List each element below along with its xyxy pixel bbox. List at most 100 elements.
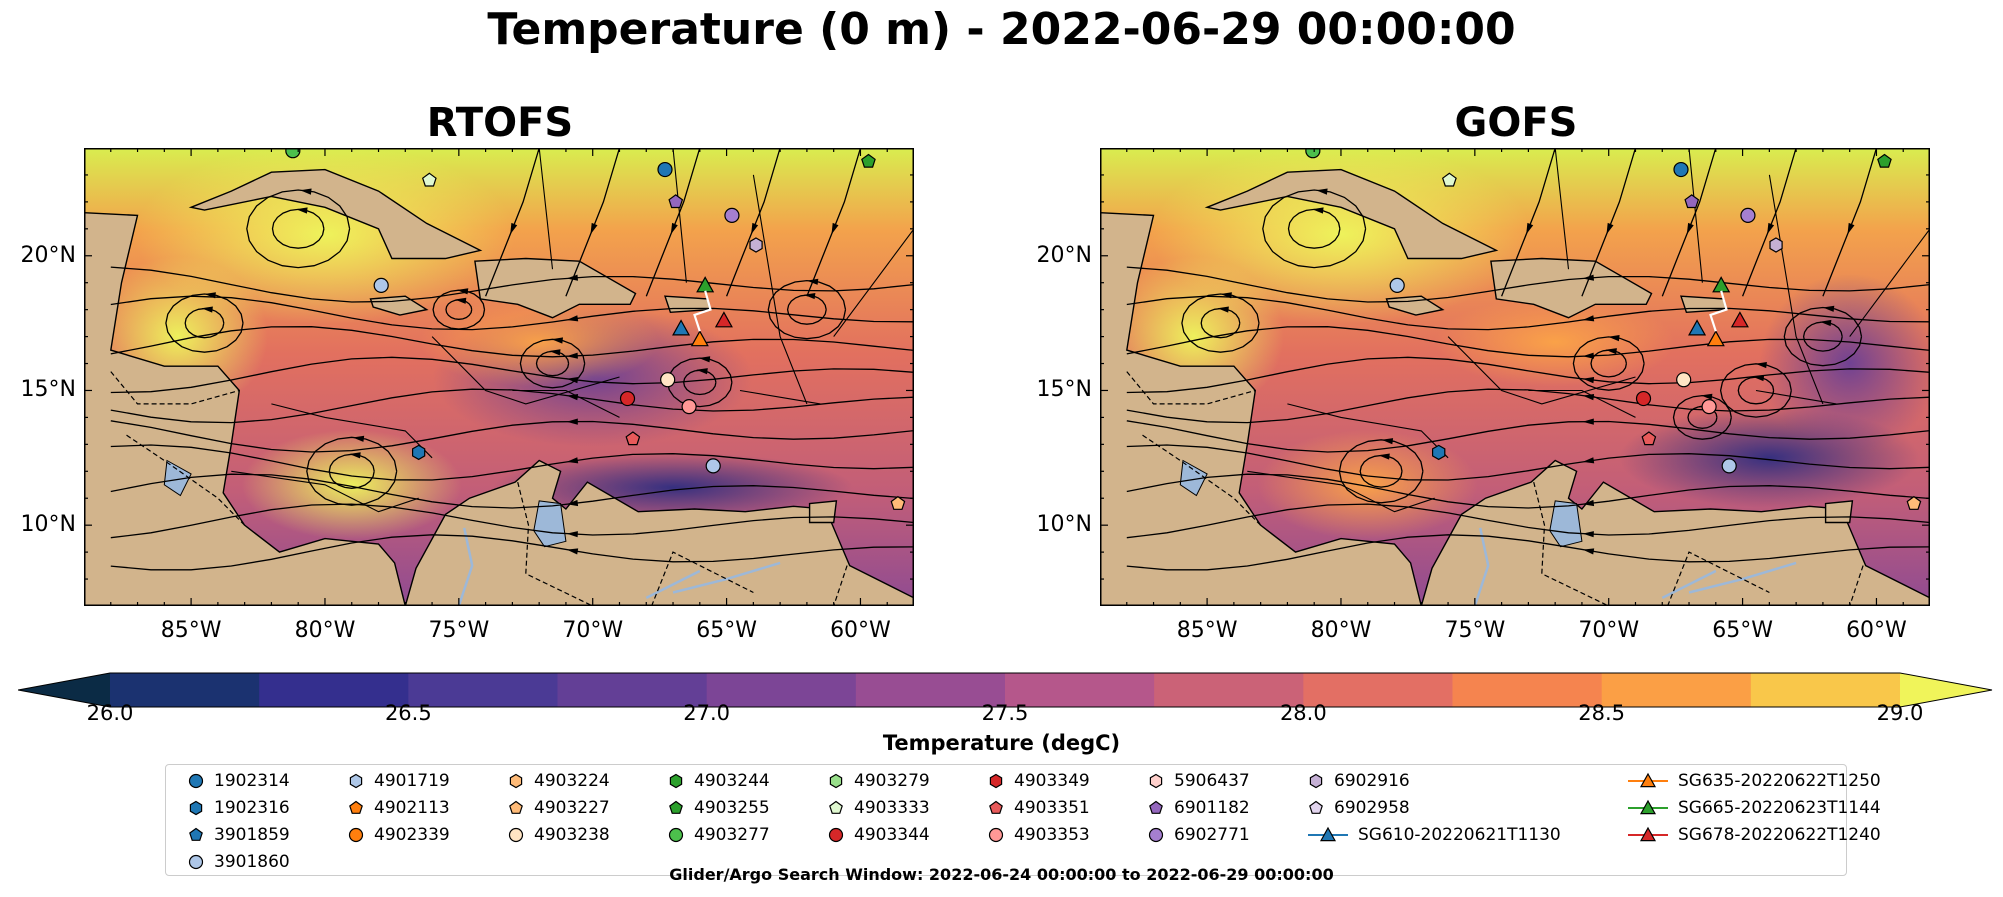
- float-marker: [657, 161, 673, 178]
- float-marker: [1740, 207, 1756, 223]
- legend-item: 4901719: [346, 771, 450, 791]
- float-marker: [373, 277, 389, 293]
- colorbar-segment: [1452, 673, 1603, 707]
- colorbar-tick-label: 26.0: [86, 701, 134, 725]
- legend-label: 6902916: [1334, 771, 1410, 791]
- legend-marker-icon: [189, 827, 203, 841]
- float-marker: [1877, 153, 1892, 168]
- float-marker: [1906, 495, 1922, 510]
- legend-marker-icon: [348, 827, 364, 843]
- legend-label: 4903277: [694, 825, 770, 845]
- legend-item: 4903353: [986, 825, 1090, 845]
- legend-item: 4903224: [506, 771, 610, 791]
- legend-marker-icon: [188, 854, 204, 870]
- legend-marker-icon: [509, 773, 523, 789]
- legend-item: 6901182: [1146, 798, 1250, 818]
- colorbar-segment: [408, 673, 558, 707]
- legend-marker-icon: [189, 800, 203, 816]
- lon-tick-label: 75°W: [1444, 618, 1506, 643]
- lat-tick-label: 15°N: [20, 377, 76, 403]
- legend-marker-icon: [669, 800, 683, 814]
- colorbar-segment: [855, 673, 1006, 707]
- legend-label: 4903255: [694, 798, 770, 818]
- legend-label: SG665-20220623T1144: [1678, 798, 1881, 818]
- float-marker: [1441, 172, 1457, 187]
- lat-tick-label: 10°N: [1036, 512, 1092, 538]
- float-marker: [1673, 161, 1689, 178]
- colorbar-tick-label: 29.0: [1876, 701, 1924, 725]
- legend-label: 3901860: [214, 852, 290, 872]
- legend-label: 1902314: [214, 771, 290, 791]
- legend-item: 4903227: [506, 798, 610, 818]
- legend-item: 5906437: [1146, 771, 1250, 791]
- colorbar-tick-label: 27.0: [683, 701, 731, 725]
- lon-tick-label: 65°W: [696, 618, 757, 643]
- legend-marker-icon: [829, 800, 843, 814]
- lat-tick-label: 15°N: [1036, 377, 1092, 403]
- float-marker: [625, 431, 641, 446]
- legend-marker-icon: [1309, 800, 1323, 814]
- colorbar-segment: [1005, 673, 1155, 707]
- colorbar-tick-label: 28.0: [1279, 701, 1327, 725]
- colorbar-segment: [259, 673, 409, 707]
- legend-label: 3901859: [214, 825, 290, 845]
- map-rtofs[interactable]: [84, 148, 914, 606]
- figure-title: Temperature (0 m) - 2022-06-29 00:00:00: [487, 4, 1516, 55]
- legend-label: 4903279: [854, 771, 930, 791]
- float-marker: [619, 390, 636, 407]
- lon-tick-label: 70°W: [1578, 618, 1640, 643]
- legend-label: 4903244: [694, 771, 770, 791]
- legend-label: 4903353: [1014, 825, 1090, 845]
- legend-marker-icon: [989, 800, 1003, 814]
- legend-marker-icon: [1308, 826, 1348, 842]
- legend-label: 5906437: [1174, 771, 1250, 791]
- legend-item: 4902113: [346, 798, 450, 818]
- map-gofs[interactable]: [1100, 148, 1930, 606]
- panel-title-gofs: GOFS: [1454, 100, 1578, 146]
- legend-marker-icon: [829, 773, 843, 789]
- colorbar-tick-label: 27.5: [981, 701, 1029, 725]
- float-marker: [1305, 148, 1321, 159]
- legend-item: 1902314: [186, 771, 290, 791]
- lon-tick-label: 85°W: [1176, 618, 1238, 643]
- legend-marker-icon: [508, 827, 524, 843]
- legend-item: 6902958: [1306, 798, 1410, 818]
- float-marker: [681, 399, 697, 415]
- legend-item: 3901860: [186, 852, 290, 872]
- float-marker: [421, 172, 437, 187]
- panel-title-rtofs: RTOFS: [426, 100, 574, 146]
- lon-tick-label: 65°W: [1712, 618, 1773, 643]
- legend-item: 3901859: [186, 825, 290, 845]
- float-marker: [1676, 372, 1692, 388]
- lat-tick-label: 20°N: [20, 242, 76, 268]
- lon-tick-label: 85°W: [160, 618, 222, 643]
- colorbar-segment: [1601, 673, 1752, 707]
- legend-marker-icon: [1148, 827, 1164, 843]
- legend-marker-icon: [828, 827, 844, 843]
- colorbar-title: Temperature (degC): [882, 731, 1121, 755]
- colorbar-extend-high: [1900, 673, 1992, 707]
- legend-label: 4903344: [854, 825, 930, 845]
- legend-item: 4903238: [506, 825, 610, 845]
- lon-tick-label: 60°W: [830, 618, 891, 643]
- legend-item: SG665-20220623T1144: [1626, 798, 1881, 818]
- legend-item: SG635-20220622T1250: [1626, 771, 1881, 791]
- float-marker: [1389, 277, 1405, 293]
- legend-item: 6902916: [1306, 771, 1410, 791]
- lat-tick-label: 20°N: [1036, 242, 1092, 268]
- colorbar: [18, 672, 1993, 708]
- legend-marker-icon: [349, 800, 363, 814]
- legend-marker-icon: [1628, 772, 1668, 788]
- legend-marker-icon: [1149, 800, 1163, 814]
- colorbar-segment: [706, 673, 857, 707]
- float-marker: [1684, 194, 1700, 209]
- lon-tick-label: 70°W: [562, 618, 624, 643]
- legend-label: SG635-20220622T1250: [1678, 771, 1881, 791]
- float-marker: [1641, 431, 1657, 446]
- legend-marker-icon: [1628, 826, 1668, 842]
- legend-label: 4903349: [1014, 771, 1090, 791]
- float-marker: [668, 194, 684, 209]
- legend-item: 4903279: [826, 771, 930, 791]
- legend-label: 4903224: [534, 771, 610, 791]
- float-marker: [1432, 444, 1446, 461]
